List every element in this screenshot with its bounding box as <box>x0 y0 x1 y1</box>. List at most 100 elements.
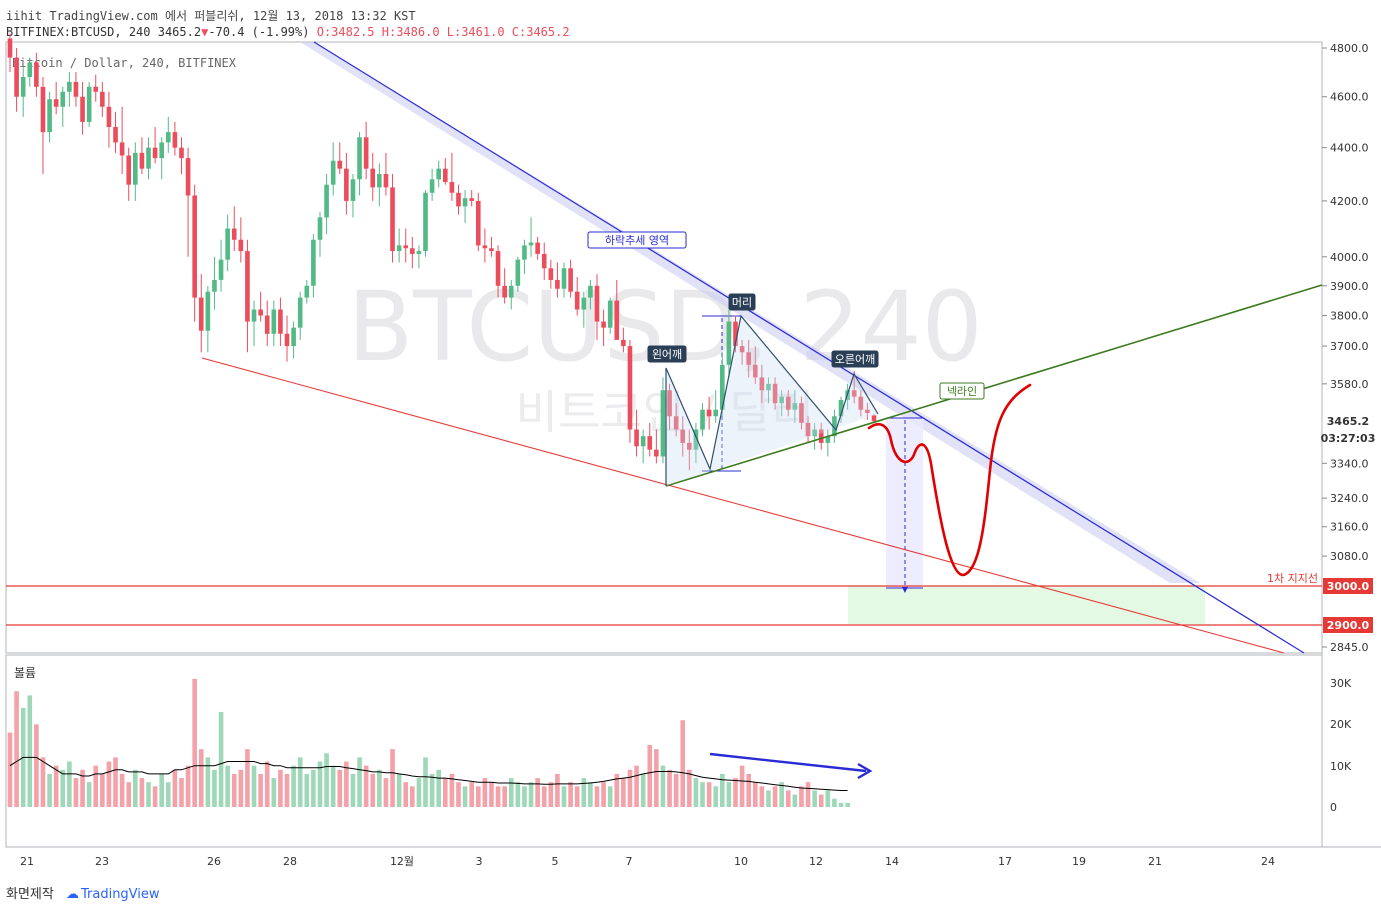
downtrend-line <box>313 41 1305 654</box>
candle-body <box>752 364 758 378</box>
footer: 화면제작 ☁ TradingView <box>6 883 160 902</box>
volume-bar <box>324 753 329 807</box>
candle-body <box>146 147 151 169</box>
neckline-label: 넥라인 <box>947 385 977 398</box>
candle-body <box>238 239 244 252</box>
price-tick-label: 4800.0 <box>1330 42 1369 55</box>
candle-body <box>779 396 784 404</box>
candle-body <box>667 390 672 417</box>
volume-bar <box>568 782 573 807</box>
candle-body <box>100 91 105 107</box>
volume-bar <box>390 749 395 807</box>
symbol-line: BITFINEX:BTCUSD, 240 3465.2▼-70.4 (-1.99… <box>6 25 570 39</box>
volume-bar <box>581 778 587 807</box>
candle-body <box>363 137 369 169</box>
candle-body <box>7 38 13 58</box>
volume-bar <box>423 757 428 807</box>
volume-bar <box>53 765 59 807</box>
volume-bar <box>297 757 303 807</box>
volume-bar <box>198 749 204 807</box>
candle-body <box>370 168 376 188</box>
candle-body <box>627 346 633 430</box>
price-tick-label: 4600.0 <box>1330 91 1369 104</box>
candle-body <box>746 352 751 365</box>
candle-body <box>225 228 230 260</box>
support2-tag-bg <box>1323 617 1373 633</box>
volume-bar <box>726 782 732 807</box>
volume-bar <box>152 786 158 807</box>
volume-bar <box>436 769 442 807</box>
candle-body <box>541 253 547 269</box>
volume-bar <box>482 778 488 807</box>
candle-body <box>792 403 798 410</box>
head-label-box <box>728 293 756 311</box>
volume-ma-line <box>9 756 848 791</box>
volume-bar <box>561 786 567 807</box>
volume-bar <box>403 782 409 807</box>
volume-bar <box>522 786 527 807</box>
volume-bar <box>601 782 606 807</box>
candle-body <box>119 142 125 156</box>
candle-body <box>344 168 349 201</box>
candle-body <box>495 251 501 286</box>
volume-bar <box>713 786 719 807</box>
volume-bar <box>165 782 171 807</box>
footer-made: 화면제작 <box>6 887 54 902</box>
price-tick-label: 4000.0 <box>1330 251 1369 264</box>
target-zone <box>848 586 1205 624</box>
price-tick-label: 3900.0 <box>1330 280 1369 293</box>
candle-body <box>706 409 712 417</box>
candle-body <box>442 168 448 182</box>
candle-body <box>489 248 494 252</box>
candle-body <box>502 285 507 298</box>
candle-body <box>719 364 725 410</box>
volume-bar <box>429 773 435 807</box>
volume-bar <box>746 773 751 807</box>
volume-bar <box>245 749 250 807</box>
time-tick-label: 10 <box>734 855 748 868</box>
candle-body <box>172 132 178 148</box>
candle-body <box>383 173 389 188</box>
candle-body <box>133 152 138 185</box>
candle-body <box>93 86 99 92</box>
time-tick-label: 21 <box>1148 855 1162 868</box>
volume-bar <box>40 757 46 807</box>
candle-body <box>693 429 699 450</box>
last-price-tag-bg <box>1323 413 1373 429</box>
volume-bar <box>785 790 791 807</box>
volume-bar <box>772 786 778 807</box>
volume-bar <box>146 782 151 807</box>
watermark-main: BTCUSD, 240 <box>347 271 982 383</box>
candle-body <box>324 184 329 218</box>
candle-body <box>647 436 653 450</box>
volume-bar <box>231 773 237 807</box>
tradingview-brand[interactable]: TradingView <box>80 887 160 902</box>
candle-body <box>251 309 257 322</box>
time-tick-label: 21 <box>20 855 34 868</box>
candle-body <box>614 300 620 340</box>
candle-body <box>561 268 567 289</box>
volume-bar <box>660 765 666 807</box>
price-tick-label: 3700.0 <box>1330 340 1369 353</box>
candle-body <box>865 409 870 413</box>
candle-body <box>416 251 422 254</box>
last-price: 3465.2 <box>157 25 202 39</box>
volume-bar <box>337 769 343 807</box>
symbol-name[interactable]: BITFINEX:BTCUSD, 240 <box>6 25 151 39</box>
price-tick-label: 3580.0 <box>1330 378 1369 391</box>
chart-subtitle: Bitcoin / Dollar, 240, BITFINEX <box>12 56 237 70</box>
candle-body <box>838 399 844 417</box>
candle-body <box>726 321 732 365</box>
candle-body <box>231 228 237 240</box>
volume-bar <box>805 782 811 807</box>
candle-body <box>739 346 745 353</box>
candle-body <box>317 217 323 240</box>
candle-body <box>700 409 705 430</box>
volume-bar <box>739 765 745 807</box>
volume-bar <box>825 790 831 807</box>
volume-bar <box>706 782 712 807</box>
volume-bar <box>172 769 178 807</box>
volume-bar <box>357 757 362 807</box>
publish-info: iihit TradingView.com 에서 퍼블리쉬, 12월 13, 2… <box>6 9 416 23</box>
